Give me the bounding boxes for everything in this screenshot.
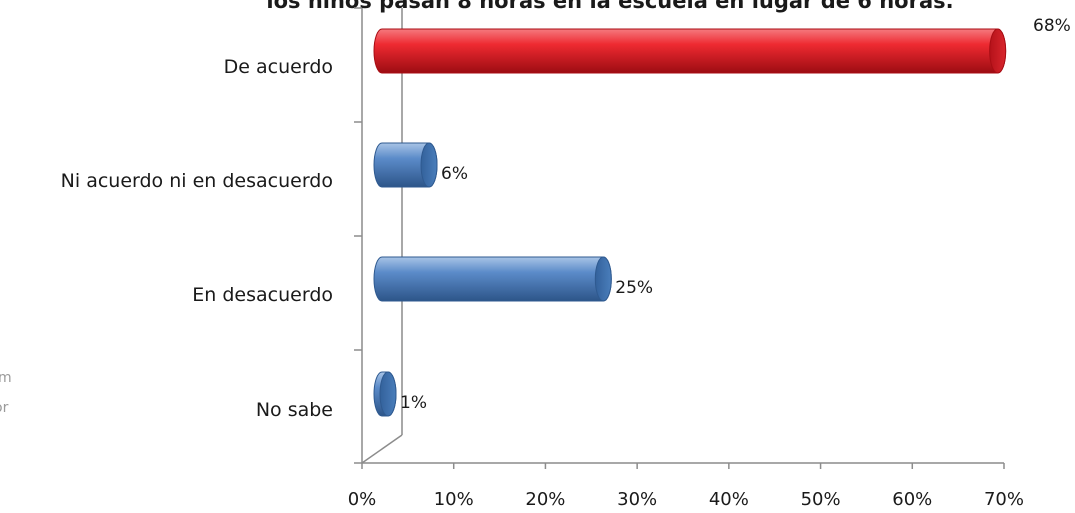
floor-depth-line [361, 434, 403, 464]
side-text-2: or [0, 400, 9, 416]
x-tick-label: 50% [801, 489, 841, 510]
data-label: 25% [615, 278, 653, 298]
x-tick-label: 10% [434, 489, 474, 510]
data-label: 6% [441, 164, 468, 184]
bar-end-cap [420, 142, 438, 188]
labels: De acuerdo 68% Ni acuerdo ni en desacuerdo… [61, 16, 1071, 421]
category-label: Ni acuerdo ni en desacuerdo [61, 170, 333, 192]
x-tick-label: 60% [892, 489, 932, 510]
bars [373, 28, 1007, 417]
chart-title: los niños pasan 8 horas en la escuela en… [266, 0, 953, 13]
side-text-1: m [0, 370, 12, 386]
x-tick-label: 40% [709, 489, 749, 510]
bar [373, 256, 612, 302]
x-tick-label: 20% [525, 489, 565, 510]
bar [373, 28, 1007, 74]
data-label: 1% [400, 393, 427, 413]
bar-end-cap [379, 371, 397, 417]
x-tick-label: 30% [617, 489, 657, 510]
bar-end-cap [594, 256, 612, 302]
category-label: No sabe [256, 399, 333, 421]
x-tick-label: 0% [348, 489, 377, 510]
x-tick-label: 70% [984, 489, 1024, 510]
bar-end-cap [989, 28, 1007, 74]
category-label: En desacuerdo [192, 284, 333, 306]
category-label: De acuerdo [224, 56, 333, 78]
axis-frame [361, 8, 1004, 464]
data-label: 68% [1033, 16, 1071, 36]
axis-ticks: 0% 10% 20% 30% 40% 50% 60% 70% [348, 7, 1024, 510]
